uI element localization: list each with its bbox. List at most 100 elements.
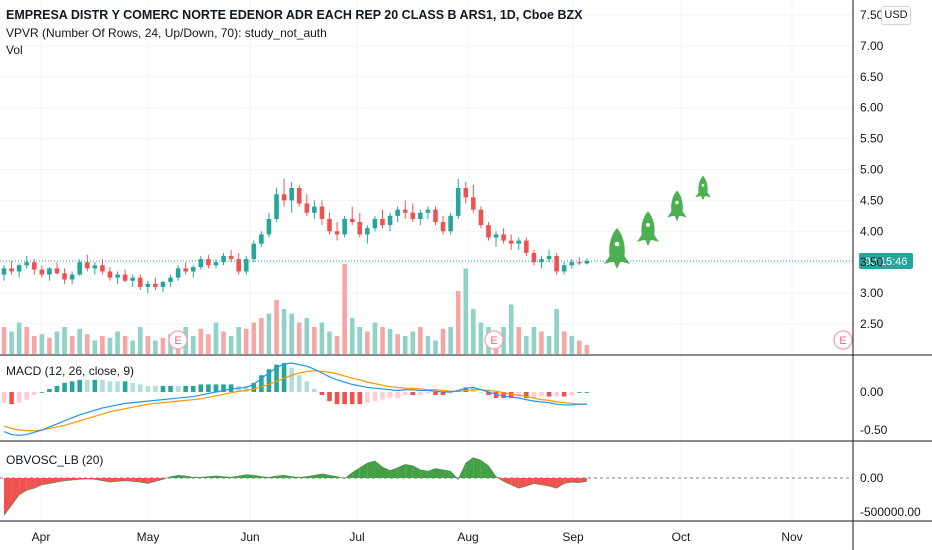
obv-line — [3, 457, 587, 516]
macd-histogram-bar — [539, 392, 544, 397]
macd-histogram-bar — [425, 392, 431, 394]
earnings-icon[interactable]: E — [484, 330, 504, 350]
macd-histogram-bar — [236, 385, 241, 392]
volume-bar — [251, 322, 257, 354]
macd-tick-label: 0.00 — [860, 385, 884, 399]
volume-bar — [100, 336, 105, 354]
earnings-icon[interactable]: E — [833, 330, 853, 350]
obv-area-segment — [26, 478, 35, 491]
volume-bar — [16, 322, 22, 354]
currency-button[interactable]: USD — [881, 6, 911, 25]
volume-bar — [31, 336, 37, 354]
volume-bar — [561, 331, 567, 354]
candle — [296, 184, 302, 207]
candle — [402, 200, 408, 219]
volume-bar — [418, 327, 423, 354]
macd-histogram-bar — [39, 392, 45, 393]
obv-indicator-label[interactable]: OBVOSC_LB (20) — [6, 453, 104, 467]
macd-histogram-bar — [100, 379, 105, 392]
obv-area-segment — [132, 478, 141, 483]
chart-title[interactable]: EMPRESA DISTR Y COMERC NORTE EDENOR ADR … — [6, 8, 583, 22]
macd-histogram-bar — [115, 381, 120, 392]
candle — [153, 277, 158, 291]
candle — [92, 262, 98, 275]
vpvr-indicator-label[interactable]: VPVR (Number Of Rows, 24, Up/Down, 70): … — [6, 26, 327, 40]
macd-histogram-bar — [334, 392, 340, 405]
volume-bar — [266, 313, 272, 354]
time-axis[interactable]: Apr May Jun Jul Aug Sep Oct Nov — [32, 530, 803, 544]
rocket-icon — [667, 190, 687, 222]
month-tick-label: Nov — [781, 530, 802, 544]
candle — [266, 212, 272, 238]
price-axis[interactable]: 2.50 3.00 3.50 4.00 4.50 5.00 5.50 6.00 6.50 7.00… — [860, 8, 921, 519]
candle — [372, 215, 378, 232]
macd-histogram-bar — [190, 385, 196, 392]
candle — [304, 194, 310, 216]
volume-bar — [569, 336, 575, 354]
volume-bar — [274, 300, 279, 354]
macd-histogram-bar — [62, 382, 67, 392]
volume-bar — [1, 327, 7, 354]
volume-bar — [508, 304, 514, 354]
macd-histogram-bar — [221, 384, 226, 392]
macd-histogram-bar — [160, 385, 166, 392]
volume-bar — [448, 327, 453, 354]
volume-bar — [387, 328, 393, 354]
obv-area-segment — [367, 461, 375, 478]
candle — [206, 254, 211, 269]
candle — [319, 200, 325, 226]
macd-histogram-bar — [243, 385, 249, 392]
candle — [561, 262, 567, 275]
candle — [54, 262, 60, 275]
price-tick-label: 6.00 — [860, 101, 884, 115]
candle — [62, 268, 67, 284]
volume-bar — [463, 268, 469, 354]
candle — [130, 274, 135, 287]
obv-area-segment — [549, 478, 557, 489]
macd-histogram-bar — [296, 375, 302, 392]
macd-signal-line — [3, 370, 587, 432]
obv-area-segment — [109, 478, 118, 483]
macd-histogram-bar — [92, 379, 98, 392]
volume-bar — [92, 340, 98, 354]
volume-bar — [69, 336, 75, 354]
macd-histogram-bar — [410, 392, 416, 396]
obv-area-segment — [533, 478, 542, 485]
candle — [312, 200, 317, 219]
candle — [365, 225, 370, 244]
macd-histogram-bar — [486, 392, 491, 396]
candle — [175, 265, 181, 281]
volume-bar — [47, 337, 52, 354]
macd-histogram-bar — [168, 385, 173, 392]
macd-histogram-bar — [493, 392, 499, 399]
rocket-icon — [604, 228, 630, 269]
obv-tick-label: -500000.00 — [860, 505, 921, 519]
volume-bar — [107, 337, 113, 354]
candle — [221, 252, 226, 266]
obv-area-segment — [56, 478, 65, 483]
candle — [259, 231, 264, 247]
candle — [486, 222, 491, 241]
macd-histogram-bar — [357, 392, 363, 405]
candle — [440, 215, 446, 235]
macd-tick-label: -0.50 — [860, 423, 888, 437]
candle — [69, 271, 75, 284]
price-tick-label: 7.00 — [860, 39, 884, 53]
obv-area-segment — [352, 467, 360, 478]
volume-bar — [554, 309, 559, 354]
volume-bar — [190, 336, 196, 354]
macd-histogram-bar — [47, 388, 52, 392]
earnings-icon[interactable]: E — [168, 330, 188, 350]
volume-indicator-label[interactable]: Vol — [6, 43, 23, 57]
volume-bar — [198, 328, 204, 354]
volume-bar — [357, 327, 363, 354]
macd-indicator-label[interactable]: MACD (12, 26, close, 9) — [6, 364, 135, 378]
volume-bar — [259, 318, 264, 354]
volume-bar — [236, 327, 241, 354]
macd-histogram-bar — [561, 392, 567, 397]
month-tick-label: Jul — [349, 530, 364, 544]
macd-histogram-bar — [349, 392, 355, 405]
candle — [508, 234, 514, 250]
